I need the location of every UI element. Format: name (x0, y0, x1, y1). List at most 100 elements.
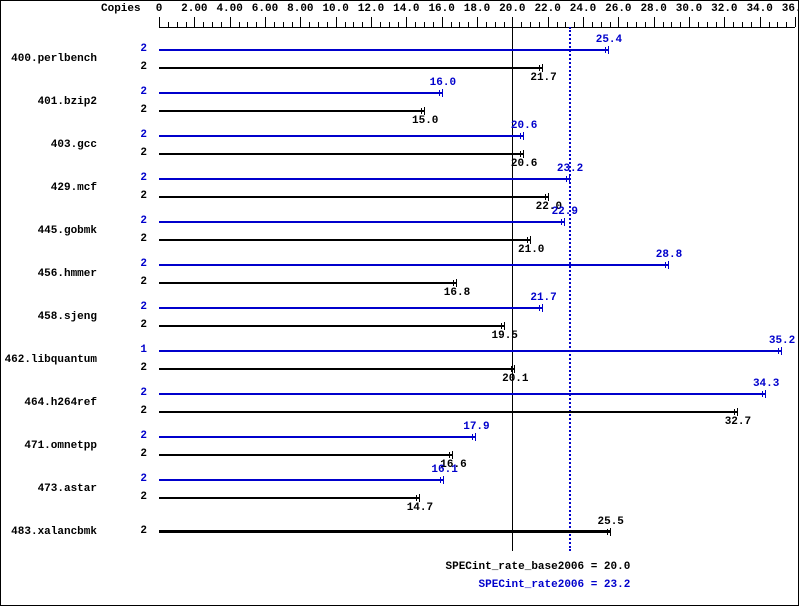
bar-end-tick (530, 236, 531, 244)
x-axis-tick-major (371, 17, 372, 27)
bar-serif (539, 65, 540, 71)
bar-end-tick (781, 347, 782, 355)
x-axis-label: 22.0 (534, 3, 560, 15)
result-bar (159, 110, 424, 112)
copies-value: 2 (140, 405, 147, 417)
x-axis-tick-major (795, 17, 796, 27)
reference-line (512, 27, 513, 551)
copies-value: 2 (140, 147, 147, 159)
x-axis-label: 28.0 (640, 3, 666, 15)
result-bar (159, 135, 523, 137)
bar-serif (453, 280, 454, 286)
bar-end-tick (668, 261, 669, 269)
bar-end-tick (424, 107, 425, 115)
bar-end-tick (523, 132, 524, 140)
x-axis-label: 20.0 (499, 3, 525, 15)
x-axis-tick-major (618, 17, 619, 27)
result-value: 21.7 (530, 292, 556, 304)
result-bar (159, 368, 514, 370)
x-axis-tick-major (724, 17, 725, 27)
bar-end-tick (542, 304, 543, 312)
benchmark-name: 429.mcf (51, 182, 97, 194)
result-value: 16.1 (431, 464, 457, 476)
bar-end-tick (442, 89, 443, 97)
result-bar (159, 436, 475, 438)
x-axis-tick-major (265, 17, 266, 27)
bar-serif (665, 262, 666, 268)
spec-benchmark-chart: 02.004.006.008.0010.012.014.016.018.020.… (0, 0, 799, 606)
benchmark-name: 456.hmmer (38, 268, 97, 280)
bar-serif (421, 108, 422, 114)
result-bar (159, 350, 781, 352)
bar-end-tick (542, 64, 543, 72)
result-value: 28.8 (656, 249, 682, 261)
result-bar (159, 530, 610, 533)
result-value: 16.0 (430, 77, 456, 89)
x-axis-label: 2.00 (181, 3, 207, 15)
bar-serif (527, 237, 528, 243)
x-axis-tick-major (159, 17, 160, 27)
result-value: 20.1 (502, 373, 528, 385)
copies-header: Copies (101, 3, 141, 15)
bar-end-tick (548, 193, 549, 201)
bar-serif (762, 391, 763, 397)
x-axis-label: 18.0 (464, 3, 490, 15)
x-axis-label: 30.0 (676, 3, 702, 15)
copies-value: 2 (140, 172, 147, 184)
x-axis-label: 4.00 (216, 3, 242, 15)
bar-serif (607, 529, 608, 535)
x-axis-tick-major (689, 17, 690, 27)
bar-serif (561, 219, 562, 225)
copies-value: 2 (140, 430, 147, 442)
x-axis-tick-major (583, 17, 584, 27)
result-value: 34.3 (753, 378, 779, 390)
copies-value: 2 (140, 525, 147, 537)
bar-serif (605, 47, 606, 53)
result-bar (159, 497, 419, 499)
result-value: 20.6 (511, 158, 537, 170)
result-value: 21.7 (530, 72, 556, 84)
x-axis-tick-major (442, 17, 443, 27)
x-axis-label: 16.0 (428, 3, 454, 15)
bar-end-tick (564, 218, 565, 226)
x-axis-label: 36.0 (782, 3, 799, 15)
benchmark-name: 462.libquantum (5, 354, 97, 366)
x-axis-tick-major (194, 17, 195, 27)
copies-value: 2 (140, 190, 147, 202)
result-value: 20.6 (511, 120, 537, 132)
result-value: 22.9 (552, 206, 578, 218)
result-value: 19.5 (492, 330, 518, 342)
x-axis-label: 12.0 (358, 3, 384, 15)
copies-value: 1 (140, 344, 147, 356)
x-axis-tick-major (760, 17, 761, 27)
copies-value: 2 (140, 233, 147, 245)
copies-value: 2 (140, 491, 147, 503)
x-axis-label: 6.00 (252, 3, 278, 15)
result-value: 17.9 (463, 421, 489, 433)
bar-serif (439, 90, 440, 96)
bar-end-tick (456, 279, 457, 287)
copies-value: 2 (140, 61, 147, 73)
bar-serif (449, 452, 450, 458)
result-value: 25.5 (598, 516, 624, 528)
x-axis-tick-major (548, 17, 549, 27)
x-axis-tick-major (300, 17, 301, 27)
bar-end-tick (475, 433, 476, 441)
result-bar (159, 239, 530, 241)
result-value: 35.2 (769, 335, 795, 347)
x-axis-label: 10.0 (322, 3, 348, 15)
x-axis-label: 0 (156, 3, 163, 15)
benchmark-name: 403.gcc (51, 139, 97, 151)
bar-serif (472, 434, 473, 440)
benchmark-name: 400.perlbench (11, 53, 97, 65)
copies-value: 2 (140, 86, 147, 98)
x-axis-tick-major (230, 17, 231, 27)
reference-line (569, 27, 571, 551)
summary-line: SPECint_rate2006 = 23.2 (479, 579, 631, 591)
copies-value: 2 (140, 276, 147, 288)
copies-value: 2 (140, 215, 147, 227)
x-axis-tick-major (477, 17, 478, 27)
result-bar (159, 92, 442, 94)
x-axis-label: 32.0 (711, 3, 737, 15)
summary-line: SPECint_rate_base2006 = 20.0 (446, 561, 631, 573)
